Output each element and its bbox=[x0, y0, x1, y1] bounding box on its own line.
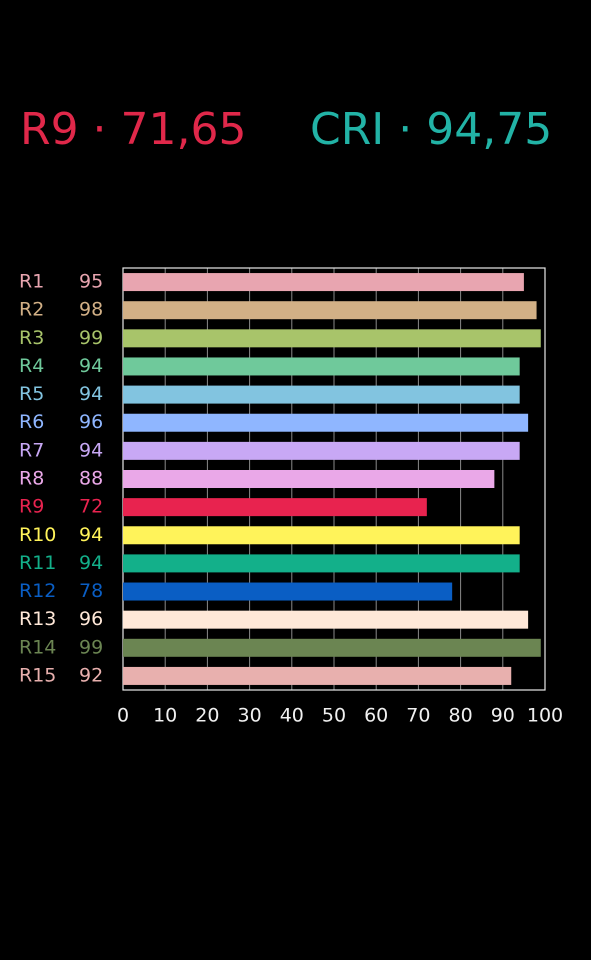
category-label: R7 bbox=[19, 439, 44, 461]
value-label: 94 bbox=[79, 355, 103, 377]
category-label: R13 bbox=[19, 608, 56, 630]
x-tick-label: 0 bbox=[117, 705, 129, 727]
bar bbox=[123, 385, 520, 404]
value-label: 94 bbox=[79, 383, 103, 405]
category-label: R4 bbox=[19, 355, 44, 377]
x-tick-label: 80 bbox=[449, 705, 473, 727]
category-label: R14 bbox=[19, 636, 56, 658]
bar bbox=[123, 554, 520, 573]
bar bbox=[123, 498, 427, 517]
bar bbox=[123, 441, 520, 460]
bar bbox=[123, 526, 520, 545]
bar bbox=[123, 273, 524, 292]
x-tick-label: 20 bbox=[195, 705, 219, 727]
category-label: R2 bbox=[19, 299, 44, 321]
value-label: 78 bbox=[79, 580, 103, 602]
bar bbox=[123, 329, 541, 348]
category-label: R8 bbox=[19, 468, 44, 490]
category-label: R12 bbox=[19, 580, 56, 602]
value-label: 72 bbox=[79, 496, 103, 518]
bar bbox=[123, 413, 529, 432]
category-label: R1 bbox=[19, 271, 44, 293]
category-label: R6 bbox=[19, 411, 44, 433]
x-tick-label: 50 bbox=[322, 705, 346, 727]
value-label: 95 bbox=[79, 271, 103, 293]
x-tick-label: 30 bbox=[238, 705, 262, 727]
value-label: 99 bbox=[79, 327, 103, 349]
bar bbox=[123, 470, 495, 488]
bar bbox=[123, 301, 537, 320]
x-tick-label: 40 bbox=[280, 705, 304, 727]
bar bbox=[123, 357, 520, 376]
value-label: 92 bbox=[79, 664, 103, 686]
value-label: 94 bbox=[79, 552, 103, 574]
category-label: R15 bbox=[19, 664, 56, 686]
value-label: 96 bbox=[79, 411, 103, 433]
value-label: 96 bbox=[79, 608, 103, 630]
category-label: R5 bbox=[19, 383, 44, 405]
r9-headline: R9 · 71,65 bbox=[20, 104, 247, 155]
cri-headline: CRI · 94,75 bbox=[310, 104, 552, 155]
value-label: 94 bbox=[79, 439, 103, 461]
bar bbox=[123, 582, 453, 601]
category-label: R10 bbox=[19, 524, 56, 546]
value-label: 88 bbox=[79, 468, 103, 490]
x-tick-label: 100 bbox=[527, 705, 563, 727]
bar bbox=[123, 638, 541, 657]
x-tick-label: 70 bbox=[406, 705, 430, 727]
x-tick-label: 60 bbox=[364, 705, 388, 727]
bar bbox=[123, 610, 529, 629]
bar bbox=[123, 666, 512, 685]
value-label: 98 bbox=[79, 299, 103, 321]
x-tick-label: 10 bbox=[153, 705, 177, 727]
category-label: R9 bbox=[19, 496, 44, 518]
category-label: R11 bbox=[19, 552, 56, 574]
value-label: 99 bbox=[79, 636, 103, 658]
value-label: 94 bbox=[79, 524, 103, 546]
category-label: R3 bbox=[19, 327, 44, 349]
x-tick-label: 90 bbox=[491, 705, 515, 727]
